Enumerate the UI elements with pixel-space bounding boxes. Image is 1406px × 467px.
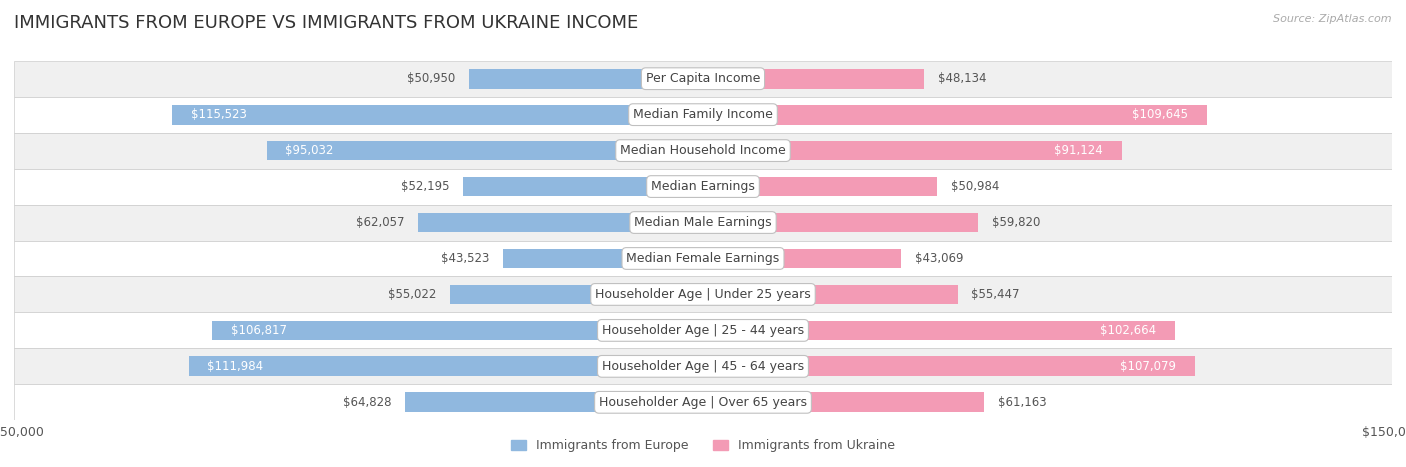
Text: $55,447: $55,447 <box>972 288 1019 301</box>
Bar <box>703 284 957 304</box>
Bar <box>14 312 1392 348</box>
Text: Householder Age | Over 65 years: Householder Age | Over 65 years <box>599 396 807 409</box>
Bar <box>14 384 1392 420</box>
Text: Median Household Income: Median Household Income <box>620 144 786 157</box>
Text: Median Earnings: Median Earnings <box>651 180 755 193</box>
Bar <box>703 248 901 269</box>
Text: Householder Age | 25 - 44 years: Householder Age | 25 - 44 years <box>602 324 804 337</box>
Text: $52,195: $52,195 <box>401 180 450 193</box>
Text: Householder Age | 45 - 64 years: Householder Age | 45 - 64 years <box>602 360 804 373</box>
Text: $102,664: $102,664 <box>1099 324 1156 337</box>
Text: $64,828: $64,828 <box>343 396 391 409</box>
Text: Per Capita Income: Per Capita Income <box>645 72 761 85</box>
Bar <box>14 205 1392 241</box>
Bar <box>703 177 938 197</box>
Text: Householder Age | Under 25 years: Householder Age | Under 25 years <box>595 288 811 301</box>
Text: $107,079: $107,079 <box>1121 360 1177 373</box>
Bar <box>267 141 703 161</box>
Text: $48,134: $48,134 <box>938 72 987 85</box>
Bar <box>703 105 1206 125</box>
Text: $43,523: $43,523 <box>441 252 489 265</box>
Text: $111,984: $111,984 <box>207 360 263 373</box>
Text: Source: ZipAtlas.com: Source: ZipAtlas.com <box>1274 14 1392 24</box>
Text: Median Male Earnings: Median Male Earnings <box>634 216 772 229</box>
Bar <box>470 69 703 89</box>
Text: $95,032: $95,032 <box>285 144 333 157</box>
Text: $62,057: $62,057 <box>356 216 404 229</box>
Text: Median Family Income: Median Family Income <box>633 108 773 121</box>
Bar <box>173 105 703 125</box>
Bar <box>703 392 984 412</box>
Bar <box>463 177 703 197</box>
Bar <box>703 356 1195 376</box>
Bar <box>14 97 1392 133</box>
Bar <box>703 69 924 89</box>
Bar <box>503 248 703 269</box>
Text: $55,022: $55,022 <box>388 288 436 301</box>
Text: $91,124: $91,124 <box>1054 144 1104 157</box>
Bar <box>405 392 703 412</box>
Bar <box>14 133 1392 169</box>
Bar <box>14 61 1392 97</box>
Bar <box>703 212 977 233</box>
Bar <box>703 320 1174 340</box>
Text: $50,950: $50,950 <box>406 72 456 85</box>
Bar <box>703 141 1122 161</box>
Legend: Immigrants from Europe, Immigrants from Ukraine: Immigrants from Europe, Immigrants from … <box>506 434 900 457</box>
Bar <box>212 320 703 340</box>
Bar <box>14 276 1392 312</box>
Bar <box>14 348 1392 384</box>
Bar <box>450 284 703 304</box>
Text: IMMIGRANTS FROM EUROPE VS IMMIGRANTS FROM UKRAINE INCOME: IMMIGRANTS FROM EUROPE VS IMMIGRANTS FRO… <box>14 14 638 32</box>
Text: $106,817: $106,817 <box>231 324 287 337</box>
Text: $61,163: $61,163 <box>998 396 1046 409</box>
Text: Median Female Earnings: Median Female Earnings <box>627 252 779 265</box>
Text: $59,820: $59,820 <box>991 216 1040 229</box>
Bar <box>418 212 703 233</box>
Text: $115,523: $115,523 <box>191 108 246 121</box>
Bar <box>14 169 1392 205</box>
Text: $50,984: $50,984 <box>950 180 1000 193</box>
Bar <box>188 356 703 376</box>
Text: $109,645: $109,645 <box>1132 108 1188 121</box>
Text: $43,069: $43,069 <box>914 252 963 265</box>
Bar <box>14 241 1392 276</box>
